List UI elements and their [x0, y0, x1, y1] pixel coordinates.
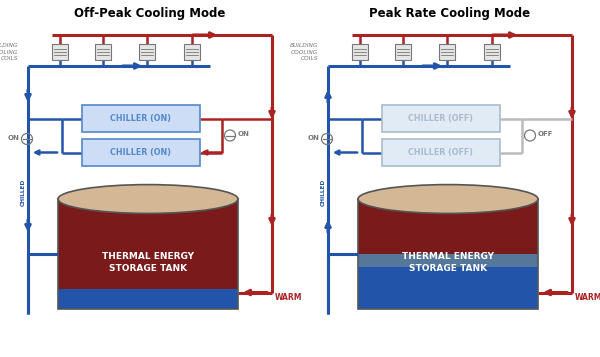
Text: OFF: OFF	[538, 131, 554, 137]
Text: CHILLED: CHILLED	[320, 178, 325, 206]
Bar	[484, 44, 500, 60]
Text: CHILLER (ON): CHILLER (ON)	[110, 114, 172, 123]
Text: THERMAL ENERGY
STORAGE TANK: THERMAL ENERGY STORAGE TANK	[102, 252, 194, 273]
Text: BUILDING
COOLING
COILS: BUILDING COOLING COILS	[0, 43, 18, 61]
Text: WARM: WARM	[275, 293, 302, 302]
Bar	[58, 289, 238, 309]
Text: CHILLED: CHILLED	[20, 178, 25, 206]
Bar	[395, 44, 411, 60]
Text: ON: ON	[7, 135, 19, 141]
Bar	[358, 254, 538, 267]
Bar	[82, 139, 200, 166]
Bar	[358, 267, 538, 309]
Bar	[52, 44, 68, 60]
Text: BUILDING
COOLING
COILS: BUILDING COOLING COILS	[290, 43, 318, 61]
Text: Off-Peak Cooling Mode: Off-Peak Cooling Mode	[74, 7, 226, 20]
Ellipse shape	[58, 185, 238, 213]
Bar	[82, 105, 200, 132]
Text: WARM: WARM	[575, 293, 600, 302]
Bar	[58, 199, 238, 289]
Text: CHILLER (ON): CHILLER (ON)	[110, 148, 172, 157]
Ellipse shape	[358, 185, 538, 213]
Bar	[382, 139, 500, 166]
Bar	[184, 44, 200, 60]
Bar	[358, 199, 538, 309]
Bar	[58, 199, 238, 309]
Bar	[139, 44, 155, 60]
Text: THERMAL ENERGY
STORAGE TANK: THERMAL ENERGY STORAGE TANK	[402, 252, 494, 273]
Bar	[352, 44, 368, 60]
Bar	[382, 105, 500, 132]
Text: Peak Rate Cooling Mode: Peak Rate Cooling Mode	[370, 7, 530, 20]
Text: ON: ON	[238, 131, 250, 137]
Text: CHILLER (OFF): CHILLER (OFF)	[409, 148, 473, 157]
Bar	[358, 199, 538, 254]
Bar	[95, 44, 111, 60]
Bar	[439, 44, 455, 60]
Text: ON: ON	[307, 135, 319, 141]
Text: CHILLER (OFF): CHILLER (OFF)	[409, 114, 473, 123]
